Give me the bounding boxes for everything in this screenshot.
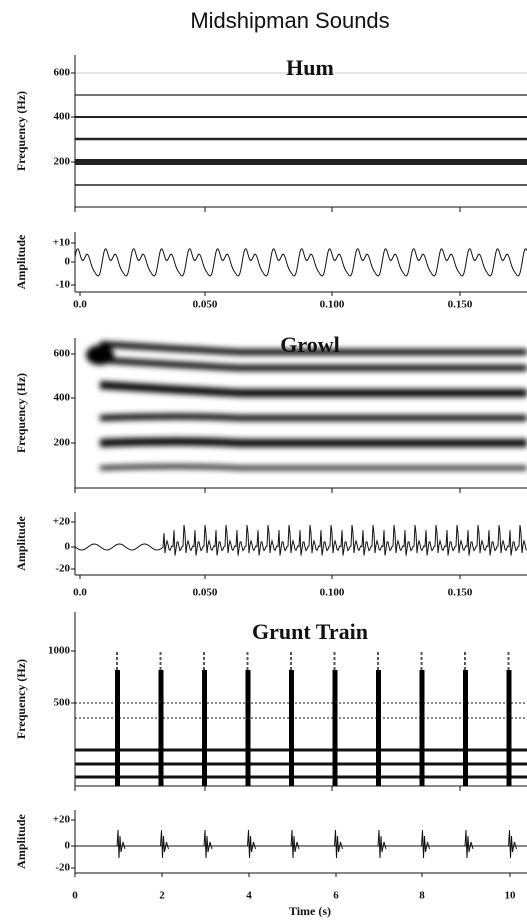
waveform-trace (74, 524, 527, 556)
y-axis-label: Frequency (Hz) (14, 373, 28, 453)
y-axis-label: Frequency (Hz) (14, 91, 28, 171)
waveform-trace (247, 829, 256, 859)
grunt-pulse (376, 670, 381, 786)
x-tick-label: 0.0 (73, 587, 87, 599)
grunt-pulse (115, 670, 120, 786)
panel-title: Grunt Train (252, 619, 368, 644)
harmonic-band (86, 345, 114, 365)
grunt-pulse (463, 670, 468, 786)
grunt-pulse (245, 670, 251, 786)
y-tick-label: 600 (54, 67, 71, 79)
harmonic-band (99, 437, 527, 447)
x-tick-label: 2 (159, 890, 165, 902)
x-tick-label: 0 (72, 890, 78, 902)
y-tick-label: +20 (53, 814, 71, 826)
grunt-pulse (506, 670, 512, 786)
harmonic-band (99, 341, 527, 355)
y-tick-label: 0 (65, 541, 71, 553)
waveform-trace (334, 829, 343, 859)
x-tick-label: 6 (333, 890, 339, 902)
y-axis-label: Amplitude (14, 234, 28, 289)
waveform-trace (116, 829, 126, 859)
waveform-trace (508, 829, 517, 859)
x-tick-label: 8 (419, 890, 425, 902)
x-tick-label: 0.050 (193, 587, 218, 599)
y-axis-label: Amplitude (14, 813, 28, 868)
y-tick-label: 200 (54, 437, 71, 449)
x-tick-label: 4 (246, 890, 252, 902)
grunt-pulse (419, 670, 425, 786)
x-axis-label: Time (s) (289, 904, 331, 918)
waveform-trace (464, 829, 474, 859)
y-tick-label: 500 (54, 697, 71, 709)
x-tick-label: 0.150 (448, 587, 473, 599)
harmonic-band (99, 413, 527, 421)
y-tick-label: 0 (65, 840, 71, 852)
panel-title: Growl (280, 332, 339, 357)
y-tick-label: -20 (55, 862, 70, 874)
spectrogram (86, 341, 527, 470)
y-tick-label: 400 (54, 111, 71, 123)
grunt-pulse (289, 670, 294, 786)
waveform-trace (377, 829, 387, 859)
x-tick-label: 0.050 (193, 299, 218, 311)
y-tick-label: 200 (54, 156, 71, 168)
grunt-pulse (332, 670, 338, 786)
y-tick-label: 400 (54, 392, 71, 404)
y-tick-label: 600 (54, 348, 71, 360)
panel-title: Hum (286, 55, 334, 80)
x-tick-label: 10 (505, 890, 517, 902)
x-tick-label: 0.100 (320, 299, 345, 311)
y-tick-label: -10 (55, 279, 70, 291)
waveform-trace (421, 829, 430, 859)
x-tick-label: 0.150 (448, 299, 473, 311)
waveform-trace (203, 829, 213, 859)
y-axis-label: Frequency (Hz) (14, 659, 28, 739)
y-axis-label: Amplitude (14, 515, 28, 570)
waveform-trace (160, 829, 169, 859)
waveform-trace (290, 829, 300, 859)
figure-title: Midshipman Sounds (190, 8, 389, 33)
harmonic-band (99, 464, 527, 470)
y-tick-label: +20 (53, 516, 71, 528)
grunt-pulse (158, 670, 164, 786)
x-tick-label: 0.100 (320, 587, 345, 599)
x-tick-label: 0.0 (73, 299, 87, 311)
harmonic-band (99, 381, 527, 397)
y-tick-label: 0 (65, 256, 71, 268)
y-tick-label: +10 (53, 237, 71, 249)
y-tick-label: 1000 (48, 645, 71, 657)
y-tick-label: -20 (55, 563, 70, 575)
harmonic-band (99, 357, 527, 371)
waveform-trace (74, 248, 527, 277)
grunt-pulse (202, 670, 207, 786)
plot-drawings (74, 72, 527, 859)
